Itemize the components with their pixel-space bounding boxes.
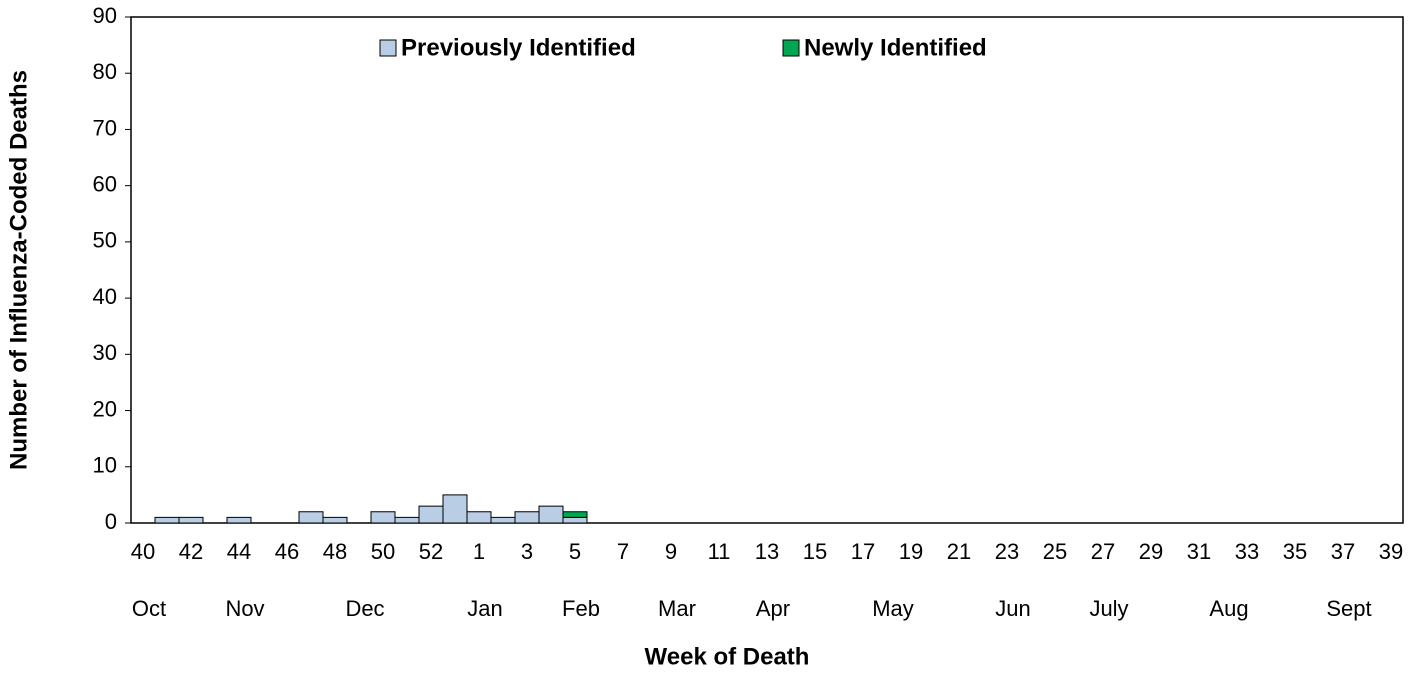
x-tick-label: 3 [521,539,533,564]
month-label: Sept [1326,596,1371,621]
x-tick-label: 17 [851,539,875,564]
y-tick-label: 80 [93,59,117,84]
month-label: Aug [1209,596,1248,621]
x-tick-label: 15 [803,539,827,564]
month-label: Dec [345,596,384,621]
month-label: Jun [995,596,1030,621]
y-axis-title: Number of Influenza-Coded Deaths [5,70,32,470]
bar [394,516,420,524]
bar [514,511,540,524]
x-tick-label: 39 [1379,539,1403,564]
x-tick-label: 35 [1283,539,1307,564]
bar [442,494,468,524]
x-tick-label: 25 [1043,539,1067,564]
y-tick-label: 50 [93,228,117,253]
bar [322,516,348,524]
bar [562,516,588,524]
x-tick-label: 11 [708,539,731,564]
x-tick-label: 50 [371,539,395,564]
x-tick-label: 40 [131,539,155,564]
month-label: Mar [658,596,696,621]
x-tick-label: 42 [179,539,203,564]
y-tick-label: 20 [93,396,117,421]
bar [562,511,588,518]
legend-label: Previously Identified [401,34,636,61]
x-tick-label: 33 [1235,539,1259,564]
y-tick-label: 30 [93,340,117,365]
x-tick-label: 19 [899,539,923,564]
bar [418,505,444,524]
bar [154,516,180,524]
x-tick-label: 5 [569,539,581,564]
x-tick-label: 31 [1187,539,1211,564]
month-label: Jan [467,596,502,621]
x-axis-title: Week of Death [645,643,810,670]
x-tick-label: 44 [227,539,251,564]
x-tick-label: 27 [1091,539,1115,564]
bar [226,516,252,524]
month-label: Feb [562,596,600,621]
y-tick-label: 0 [105,509,117,534]
x-tick-label: 9 [665,539,677,564]
bar [538,505,564,524]
y-tick-label: 10 [93,453,117,478]
x-tick-label: 23 [995,539,1019,564]
bar [370,511,396,524]
month-label: Oct [132,596,166,621]
y-tick-label: 70 [93,115,117,140]
bar [466,511,492,524]
y-tick-label: 90 [93,3,117,28]
x-tick-label: 1 [473,539,485,564]
month-label: Apr [756,596,790,621]
x-tick-label: 13 [755,539,779,564]
plot-frame [130,16,1404,524]
legend-label: Newly Identified [804,34,987,61]
bar [298,511,324,524]
bar [178,516,204,524]
x-tick-label: 29 [1139,539,1163,564]
bar [490,516,516,524]
x-tick-label: 37 [1331,539,1355,564]
month-label: Nov [225,596,264,621]
x-tick-label: 21 [947,539,971,564]
x-tick-label: 48 [323,539,347,564]
x-tick-label: 7 [617,539,629,564]
month-label: July [1089,596,1128,621]
legend-swatch [379,39,397,57]
y-tick-label: 40 [93,284,117,309]
x-tick-label: 52 [419,539,443,564]
month-label: May [872,596,914,621]
x-tick-label: 46 [275,539,299,564]
y-tick-label: 60 [93,171,117,196]
legend-swatch [782,39,800,57]
